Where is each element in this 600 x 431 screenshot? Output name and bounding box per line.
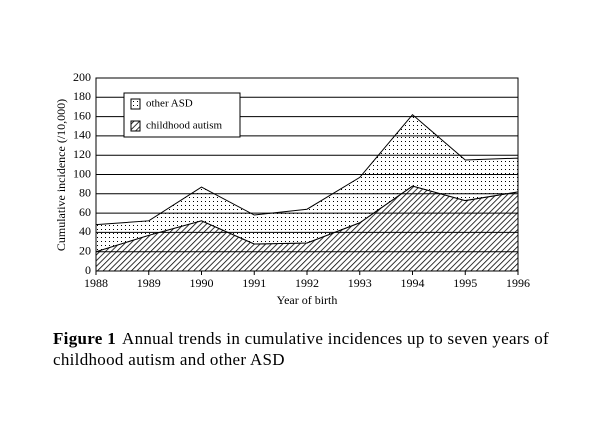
legend-label: childhood autism <box>146 120 223 132</box>
legend-swatch <box>130 98 141 110</box>
plot-frame <box>95 77 519 272</box>
legend-swatch <box>130 120 141 132</box>
legend-box <box>123 92 241 138</box>
y-tick-label: 140 <box>73 128 91 142</box>
x-tick-label: 1990 <box>190 276 214 290</box>
caption: Figure 1 Annual trends in cumulative inci… <box>53 328 573 370</box>
y-tick-label: 60 <box>79 205 91 219</box>
x-tick-label: 1991 <box>242 276 266 290</box>
x-tick-label: 1995 <box>453 276 477 290</box>
x-tick-label: 1994 <box>401 276 425 290</box>
y-tick-label: 40 <box>79 224 91 238</box>
y-tick-label: 200 <box>73 70 91 84</box>
y-tick-label: 180 <box>73 89 91 103</box>
y-axis-label: Cumulative incidence (/10,000) <box>54 99 68 251</box>
y-tick-label: 0 <box>85 263 91 277</box>
caption-label: Figure 1 <box>53 329 116 348</box>
x-tick-label: 1992 <box>295 276 319 290</box>
y-tick-label: 120 <box>73 147 91 161</box>
y-tick-label: 100 <box>73 166 91 180</box>
x-tick-label: 1989 <box>137 276 161 290</box>
y-tick-label: 160 <box>73 108 91 122</box>
chart: Cumulative incidence (/10,000) Year of b… <box>54 70 530 307</box>
x-tick-label: 1996 <box>506 276 530 290</box>
y-tick-label: 20 <box>79 243 91 257</box>
y-tick-label: 80 <box>79 186 91 200</box>
x-axis-label: Year of birth <box>277 293 338 307</box>
chart-title: Annual trends in cumulative incidences u… <box>53 329 549 369</box>
legend-label: other ASD <box>146 98 193 110</box>
x-tick-label: 1988 <box>84 276 108 290</box>
x-tick-label: 1993 <box>348 276 372 290</box>
